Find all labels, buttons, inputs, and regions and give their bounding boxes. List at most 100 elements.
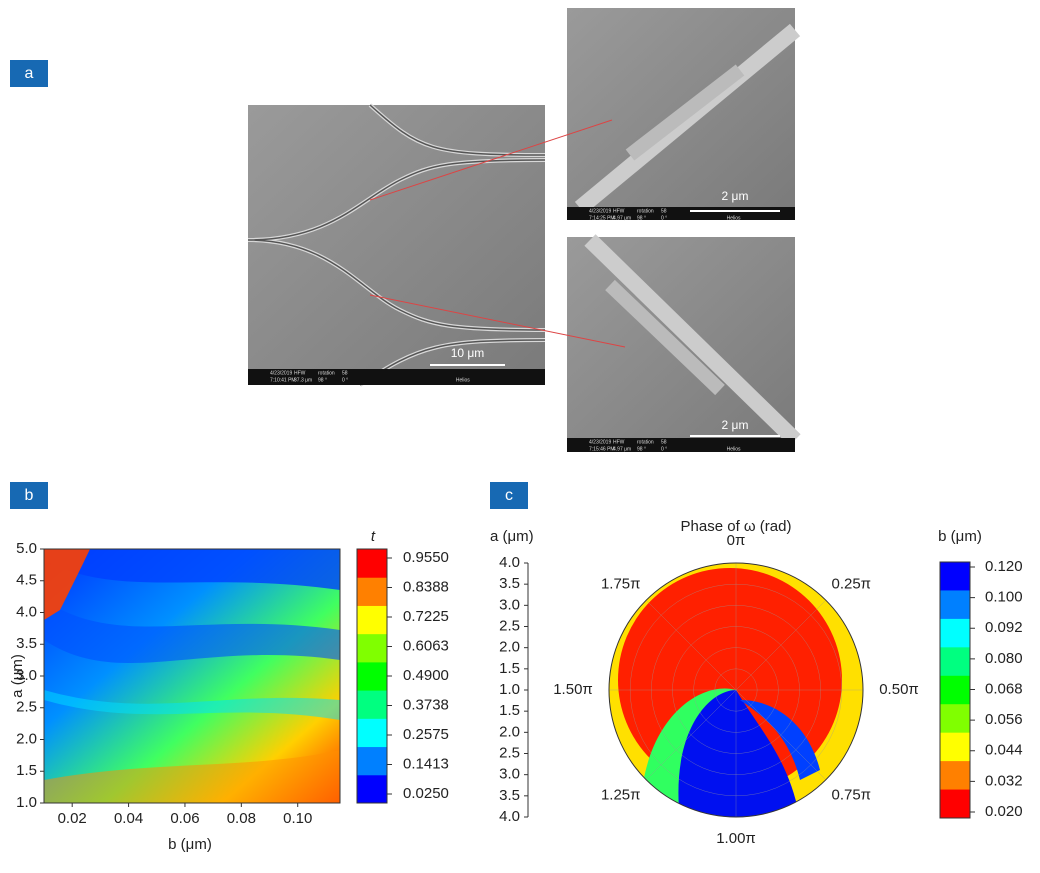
theta-label: 0π (727, 532, 746, 549)
panel-label-box (10, 60, 48, 87)
sem-info: 7:10:41 PM (270, 377, 296, 383)
theta-label: 0.50π (879, 681, 919, 698)
panel-label-box (490, 482, 528, 509)
y-tick-label: 4.0 (16, 603, 37, 620)
sem-info: HFW (613, 208, 625, 214)
sem-info: 58 (661, 208, 667, 214)
sem-info: 0 ° (661, 446, 667, 452)
colorbar-tick-label: 0.3738 (403, 696, 449, 713)
r-tick-label: 4.0 (499, 554, 520, 571)
colorbar-tick-label: 0.080 (985, 650, 1023, 667)
theta-label: 1.75π (601, 576, 641, 593)
r-axis-label: a (μm) (490, 528, 534, 545)
panel-label-box (10, 482, 48, 509)
r-tick-label: 2.0 (499, 639, 520, 656)
colorbar-tick-label: 0.056 (985, 711, 1023, 728)
sem-info: 58 (342, 370, 348, 376)
zoom-line (369, 119, 613, 201)
r-tick-label: 3.5 (499, 787, 520, 804)
sem-brand: Helios (456, 377, 470, 383)
sem-info: 4/23/2019 (270, 370, 292, 376)
colorbar-step (357, 746, 387, 776)
polar-frame (608, 562, 864, 818)
y-tick-label: 5.0 (16, 540, 37, 557)
colorbar-title: t (371, 528, 376, 545)
x-tick-label: 0.10 (283, 810, 312, 827)
polar-spoke (735, 600, 826, 691)
r-tick-label: 2.0 (499, 723, 520, 740)
x-tick-label: 0.08 (227, 810, 256, 827)
r-tick-label: 2.5 (499, 744, 520, 761)
sem-info: HFW (613, 439, 625, 445)
r-tick-label: 3.0 (499, 596, 520, 613)
colorbar-step (357, 690, 387, 719)
y-axis-label: a (μm) (9, 654, 26, 698)
colorbar-step (940, 761, 970, 791)
r-tick-label: 2.5 (499, 617, 520, 634)
sem-info: 37.3 μm (294, 377, 312, 383)
colorbar-step (357, 605, 387, 635)
theta-label: 1.00π (716, 830, 756, 847)
colorbar-tick-label: 0.7225 (403, 608, 449, 625)
colorbar-title: b (μm) (938, 528, 982, 545)
sem-info: 98 ° (637, 446, 646, 452)
sem-info: 98 ° (637, 215, 646, 221)
colorbar-step (940, 590, 970, 620)
sem-info: rotation (637, 208, 654, 214)
colorbar-tick-label: 0.9550 (403, 549, 449, 566)
sem-info: 4.97 μm (613, 446, 631, 452)
colorbar-step (357, 633, 387, 663)
theta-label: 0.25π (831, 576, 871, 593)
sem-info: 0 ° (342, 377, 348, 383)
colorbar-tick-label: 0.068 (985, 680, 1023, 697)
y-tick-label: 1.5 (16, 762, 37, 779)
theta-label: 1.25π (601, 786, 641, 803)
y-tick-label: 2.0 (16, 730, 37, 747)
sem-info: HFW (294, 370, 306, 376)
sem-info: 98 ° (318, 377, 327, 383)
zoom-line (369, 294, 626, 348)
scale-bar-label: 10 μm (451, 346, 485, 360)
heatmap-field (44, 549, 340, 803)
sem-zoom-top (567, 8, 801, 220)
y-tick-label: 1.0 (16, 794, 37, 811)
panel-label: b (25, 487, 34, 504)
x-tick-label: 0.02 (58, 810, 87, 827)
colorbar-tick-label: 0.044 (985, 742, 1023, 759)
colorbar-tick-label: 0.6063 (403, 637, 449, 654)
r-tick-label: 3.0 (499, 766, 520, 783)
colorbar-step (940, 789, 970, 819)
scale-bar-label: 2 μm (722, 418, 749, 432)
colorbar-step (357, 774, 387, 804)
colorbar-step (940, 732, 970, 762)
colorbar-step (940, 618, 970, 648)
x-axis-label: b (μm) (168, 836, 212, 853)
sem-brand: Helios (727, 215, 741, 221)
colorbar-step (940, 675, 970, 705)
colorbar-tick-label: 0.1413 (403, 755, 449, 772)
sem-info: 4.97 μm (613, 215, 631, 221)
colorbar-step (357, 577, 387, 606)
polar-title: Phase of ω (rad) (681, 518, 792, 535)
colorbar-tick-label: 0.0250 (403, 785, 449, 802)
sem-info: rotation (637, 439, 654, 445)
sem-info: 4/23/2019 (589, 439, 611, 445)
x-tick-label: 0.06 (170, 810, 199, 827)
sem-overview (247, 103, 546, 387)
sem-info: 4/23/2019 (589, 208, 611, 214)
colorbar-tick-label: 0.8388 (403, 578, 449, 595)
sem-brand: Helios (727, 446, 741, 452)
r-tick-label: 1.0 (499, 681, 520, 698)
colorbar-tick-label: 0.2575 (403, 726, 449, 743)
r-tick-label: 3.5 (499, 575, 520, 592)
colorbar-tick-label: 0.020 (985, 803, 1023, 820)
polar-spoke (735, 689, 826, 780)
sem-zoom-bottom (567, 234, 801, 452)
sem-info: 7:14:25 PM (589, 215, 615, 221)
y-tick-label: 3.0 (16, 667, 37, 684)
y-tick-label: 4.5 (16, 572, 37, 589)
colorbar-step (357, 549, 387, 578)
polar-spoke (646, 600, 737, 691)
theta-label: 0.75π (831, 786, 871, 803)
